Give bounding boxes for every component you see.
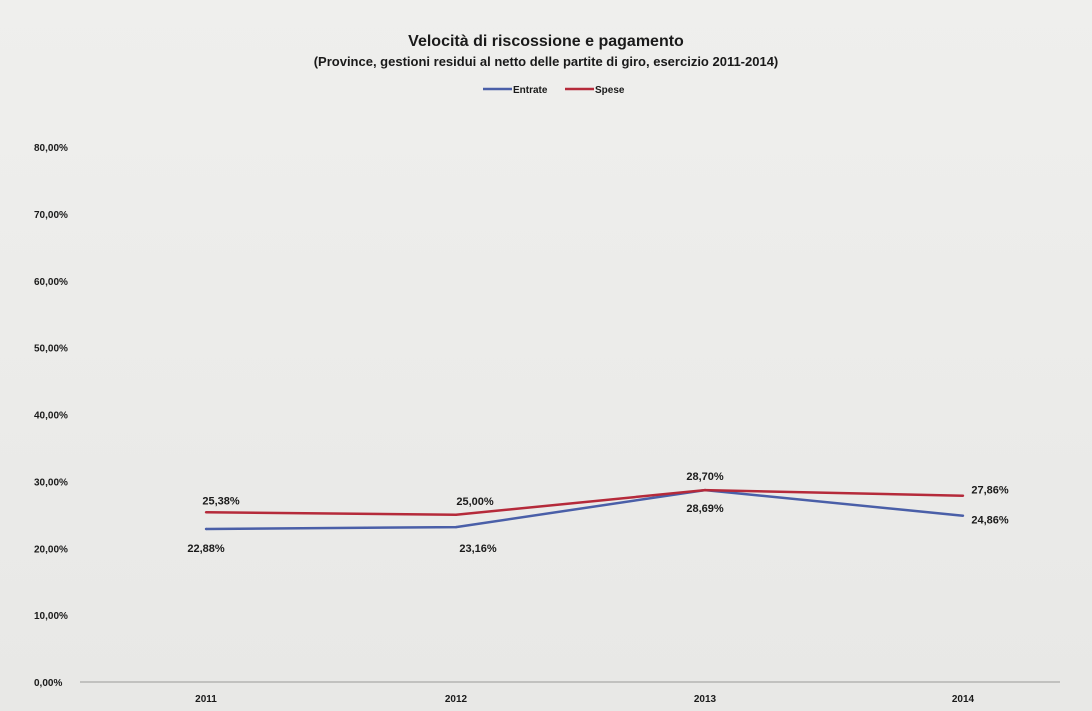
y-tick-label: 0,00% xyxy=(34,678,62,689)
x-tick-label: 2014 xyxy=(952,694,975,705)
chart-title: Velocità di riscossione e pagamento xyxy=(408,33,684,50)
data-point-spese xyxy=(961,494,965,497)
data-point-spese xyxy=(204,511,208,514)
legend-label-spese: Spese xyxy=(595,85,625,96)
data-point-entrate xyxy=(454,525,458,529)
data-label-entrate: 23,16% xyxy=(459,543,497,555)
legend-label-entrate: Entrate xyxy=(513,85,548,96)
data-label-entrate: 22,88% xyxy=(187,543,225,555)
y-tick-label: 30,00% xyxy=(34,477,68,488)
chart-subtitle: (Province, gestioni residui al netto del… xyxy=(314,54,779,69)
x-tick-label: 2011 xyxy=(195,694,217,705)
legend: Entrate Spese xyxy=(483,85,625,96)
data-point-entrate xyxy=(204,527,208,531)
y-axis: 0,00% 10,00% 20,00% 30,00% 40,00% 50,00% 60,00… xyxy=(34,143,68,689)
y-tick-label: 40,00% xyxy=(34,411,68,422)
data-label-spese: 25,38% xyxy=(202,495,240,507)
x-tick-label: 2013 xyxy=(694,694,717,705)
y-tick-label: 50,00% xyxy=(34,344,68,355)
data-point-spese xyxy=(454,513,458,516)
series-layer xyxy=(204,488,965,531)
data-label-entrate: 24,86% xyxy=(971,515,1009,527)
data-label-spese: 28,70% xyxy=(686,471,724,483)
x-tick-label: 2012 xyxy=(445,694,468,705)
y-tick-label: 70,00% xyxy=(34,210,68,221)
data-label-spese: 25,00% xyxy=(456,496,494,508)
series-line-entrate xyxy=(205,488,964,531)
data-label-spese: 27,86% xyxy=(971,485,1009,497)
data-point-spese xyxy=(703,488,707,492)
y-tick-label: 80,00% xyxy=(34,143,68,154)
series-line-spese xyxy=(205,488,964,517)
y-tick-label: 60,00% xyxy=(34,277,68,288)
data-point-entrate xyxy=(961,514,965,517)
data-labels: 22,88% 23,16% 28,69% 24,86% 25,38% 25,00% 28,7… xyxy=(187,471,1009,555)
y-tick-label: 10,00% xyxy=(34,611,68,622)
y-tick-label: 20,00% xyxy=(34,544,68,555)
data-label-entrate: 28,69% xyxy=(686,503,724,515)
x-axis: 2011 2012 2013 2014 xyxy=(80,681,1060,705)
